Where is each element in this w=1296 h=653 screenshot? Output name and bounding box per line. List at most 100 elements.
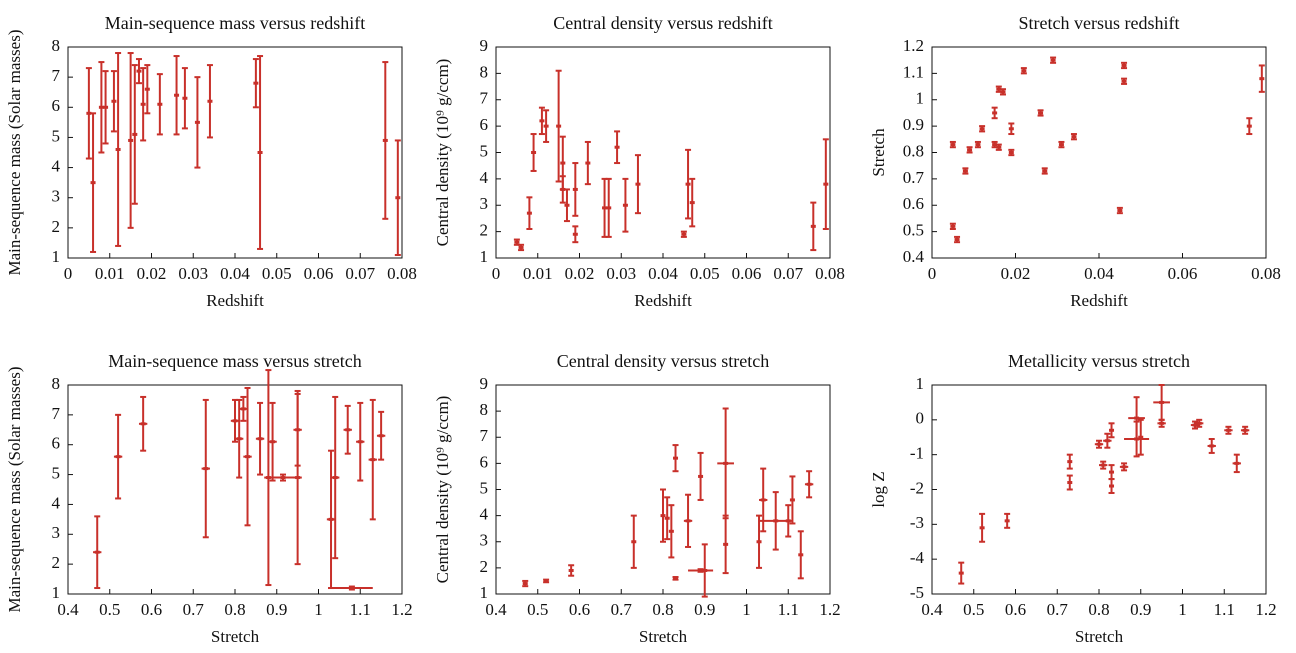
point xyxy=(702,568,708,572)
y-tick-label: 5 xyxy=(52,463,61,482)
y-axis-label: Main-sequence mass (Solar masses) xyxy=(5,30,24,276)
point xyxy=(526,211,532,215)
point xyxy=(144,87,150,91)
y-tick-label: 0.5 xyxy=(903,221,924,240)
point xyxy=(760,498,766,502)
point xyxy=(349,586,355,590)
x-axis-label: Redshift xyxy=(206,291,264,310)
x-tick-label: 0.07 xyxy=(773,264,803,283)
y-tick-label: 8 xyxy=(480,62,489,81)
point xyxy=(522,582,528,586)
x-axis-label: Redshift xyxy=(1070,291,1128,310)
chart-title: Main-sequence mass versus redshift xyxy=(105,13,365,33)
point xyxy=(1121,63,1127,67)
point xyxy=(257,437,263,441)
y-tick-label: 8 xyxy=(480,400,489,419)
y-tick-label: 7 xyxy=(52,404,61,423)
point xyxy=(975,143,981,147)
x-tick-label: 1 xyxy=(1178,600,1187,619)
point xyxy=(773,519,779,523)
y-tick-label: 5 xyxy=(52,126,61,145)
point xyxy=(1038,111,1044,115)
point xyxy=(531,151,537,154)
point xyxy=(115,147,121,151)
y-tick-label: 3 xyxy=(52,523,61,542)
x-axis-label: Stretch xyxy=(1075,627,1124,646)
point xyxy=(157,102,163,106)
point xyxy=(685,519,691,523)
x-tick-label: 0.08 xyxy=(815,264,845,283)
x-tick-label: 0.07 xyxy=(345,264,375,283)
y-tick-label: 3 xyxy=(480,531,489,550)
x-tick-label: 0.4 xyxy=(57,600,79,619)
x-tick-label: 0.6 xyxy=(141,600,162,619)
point xyxy=(245,455,251,459)
y-tick-label: 2 xyxy=(52,217,61,236)
x-tick-label: 0 xyxy=(64,264,73,283)
point xyxy=(962,169,968,173)
y-tick-label: 1 xyxy=(916,89,925,108)
point xyxy=(756,540,762,544)
x-tick-label: 1.2 xyxy=(1255,600,1276,619)
x-tick-label: 0.4 xyxy=(921,600,943,619)
point xyxy=(1071,135,1077,139)
point xyxy=(86,111,92,115)
plot-frame xyxy=(931,384,1267,595)
chart-title: Central density versus stretch xyxy=(557,351,769,371)
point xyxy=(689,201,695,205)
point xyxy=(622,203,628,207)
point xyxy=(280,476,286,480)
y-tick-label: -4 xyxy=(910,548,925,567)
x-tick-label: 0.5 xyxy=(527,600,548,619)
point xyxy=(950,224,956,228)
x-tick-label: 0.5 xyxy=(963,600,984,619)
x-tick-label: 0.01 xyxy=(523,264,553,283)
y-axis-label: log Z xyxy=(869,471,888,507)
point xyxy=(1000,90,1006,94)
y-tick-label: 8 xyxy=(52,374,61,393)
x-tick-label: 0.02 xyxy=(565,264,595,283)
point xyxy=(514,240,520,244)
point xyxy=(103,105,109,109)
y-tick-label: 4 xyxy=(480,168,489,187)
point xyxy=(236,437,242,441)
point xyxy=(370,458,376,462)
point xyxy=(1109,470,1115,474)
point xyxy=(992,143,998,147)
point xyxy=(568,568,574,572)
x-tick-label: 1.1 xyxy=(1214,600,1235,619)
point xyxy=(332,476,338,480)
x-tick-label: 0.9 xyxy=(1130,600,1151,619)
point xyxy=(560,161,566,165)
point xyxy=(232,419,238,423)
point xyxy=(560,187,566,191)
y-axis-label: Central density (10⁹ g/ccm) xyxy=(433,59,452,247)
point xyxy=(90,181,96,185)
x-tick-label: 1.1 xyxy=(778,600,799,619)
point xyxy=(723,542,729,546)
x-tick-label: 1 xyxy=(742,600,751,619)
point xyxy=(673,576,679,580)
point xyxy=(556,124,562,128)
plot-frame xyxy=(495,46,831,259)
point xyxy=(602,206,608,210)
point xyxy=(1121,79,1127,83)
point xyxy=(1196,421,1202,425)
point xyxy=(115,455,121,459)
x-tick-label: 0.7 xyxy=(183,600,205,619)
y-tick-label: 6 xyxy=(52,96,61,115)
point xyxy=(785,519,791,523)
point xyxy=(958,571,964,575)
point xyxy=(1100,463,1106,467)
chart-title: Stretch versus redshift xyxy=(1019,13,1180,33)
point xyxy=(1096,442,1102,446)
y-tick-label: 3 xyxy=(52,187,61,206)
y-tick-label: 1.1 xyxy=(903,62,924,81)
x-tick-label: 0.05 xyxy=(690,264,720,283)
point xyxy=(996,87,1002,91)
y-tick-label: 0.9 xyxy=(903,115,924,134)
point xyxy=(1138,435,1144,439)
x-axis-label: Redshift xyxy=(634,291,692,310)
point xyxy=(395,196,401,200)
y-tick-label: 0 xyxy=(916,409,925,428)
